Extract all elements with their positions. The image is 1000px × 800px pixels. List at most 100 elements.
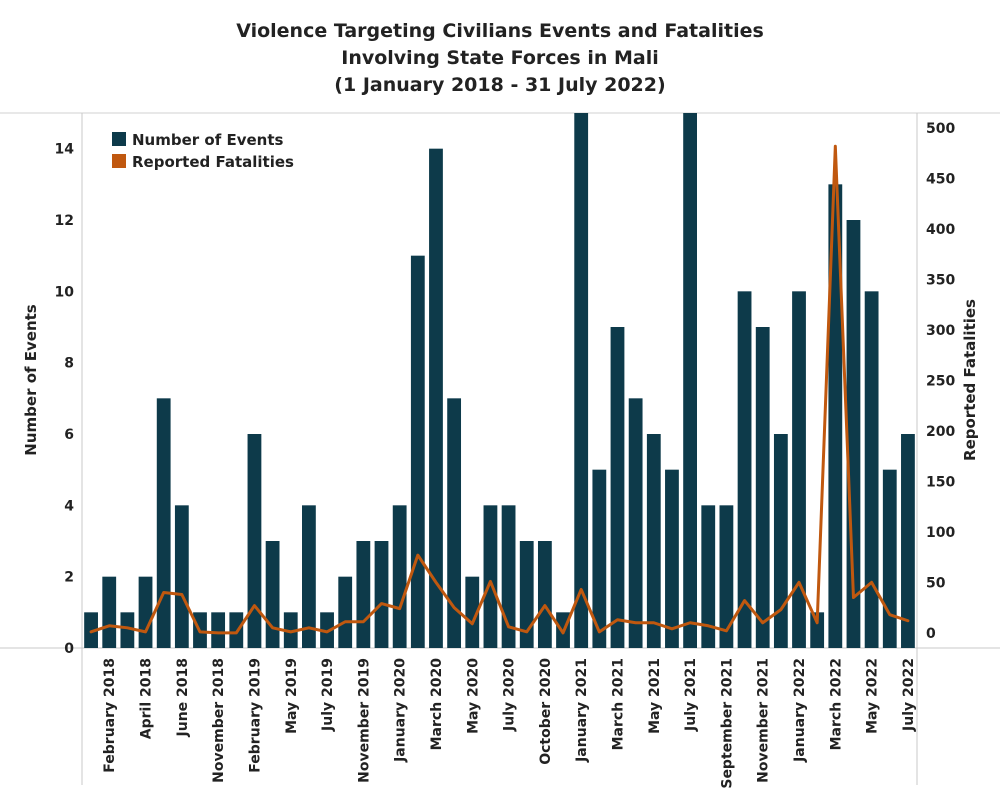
bar-events: [773, 434, 788, 648]
y2-tick-label: 100: [926, 525, 955, 541]
bar-events: [156, 398, 171, 648]
y2-axis-label: Reported Fatalities: [961, 299, 979, 461]
bar-events: [374, 541, 389, 648]
bar-events: [283, 612, 298, 648]
bar-events: [392, 505, 407, 648]
x-axis: February 2018 April 2018 June 2018 November…: [102, 658, 917, 789]
y-tick-label: 14: [55, 142, 75, 158]
line-series-fatalities: [89, 144, 910, 635]
y2-tick-label: 500: [926, 121, 955, 137]
bar-events: [592, 469, 607, 648]
bar-events: [247, 434, 262, 648]
x-tick-label: March 2020: [429, 658, 445, 751]
y-tick-label: 2: [64, 570, 74, 586]
x-tick-label: May 2022: [865, 658, 881, 734]
bar-events: [174, 505, 189, 648]
y2-tick-label: 300: [926, 323, 955, 339]
line-fatalities: [89, 144, 910, 635]
x-tick-label: October 2020: [538, 658, 554, 765]
x-tick-label: July 2019: [320, 658, 336, 732]
bar-events: [447, 398, 462, 648]
chart-title-line-2: Involving State Forces in Mali: [341, 47, 659, 69]
x-tick-label: June 2018: [175, 658, 191, 737]
y2-tick-label: 400: [926, 222, 955, 238]
bar-events: [211, 612, 226, 648]
bar-events: [410, 255, 425, 649]
y-tick-label: 0: [64, 641, 74, 657]
bar-events: [610, 327, 625, 648]
bar-events: [665, 469, 679, 648]
bar-events: [882, 469, 897, 648]
x-tick-label: May 2020: [465, 658, 481, 734]
x-tick-label: November 2019: [356, 658, 372, 783]
bar-events: [84, 612, 98, 648]
bar-events: [646, 434, 661, 648]
bar-events: [429, 148, 443, 649]
bar-events: [356, 541, 371, 648]
y2-tick-label: 350: [926, 273, 955, 289]
x-tick-label: April 2018: [139, 658, 155, 739]
bar-series-events: [84, 113, 915, 649]
bar-events: [102, 576, 117, 648]
x-tick-label: November 2021: [756, 658, 772, 783]
right-y-axis: 0 50 100 150 200 250 300 350 400 450 500: [926, 121, 955, 642]
x-tick-label: July 2022: [901, 658, 917, 732]
legend-label-events: Number of Events: [132, 131, 283, 149]
y-tick-label: 6: [64, 427, 74, 443]
bar-events: [501, 505, 516, 648]
y-tick-label: 4: [64, 498, 74, 514]
chart-title-line-1: Violence Targeting Civilians Events and …: [236, 20, 764, 42]
bar-events: [265, 541, 280, 648]
y-axis-label: Number of Events: [22, 304, 40, 455]
legend-swatch-fatalities: [112, 154, 126, 168]
bar-events: [120, 612, 135, 648]
bar-events: [755, 327, 770, 648]
x-tick-label: July 2021: [683, 658, 699, 732]
y-tick-label: 12: [55, 213, 74, 229]
left-y-axis: 0 2 4 6 8 10 12 14: [55, 142, 75, 657]
bar-events: [338, 576, 353, 648]
x-tick-label: September 2021: [719, 658, 735, 789]
bar-events: [792, 291, 806, 648]
y2-tick-label: 200: [926, 424, 955, 440]
legend-label-fatalities: Reported Fatalities: [132, 153, 294, 171]
x-tick-label: May 2021: [647, 658, 663, 734]
bar-events: [864, 291, 879, 648]
y2-tick-label: 0: [926, 626, 936, 642]
y2-tick-label: 450: [926, 172, 955, 188]
y-tick-label: 8: [64, 356, 74, 372]
x-tick-label: November 2018: [211, 658, 227, 783]
bar-events: [901, 434, 915, 648]
x-tick-label: January 2022: [792, 658, 808, 763]
y-tick-label: 10: [55, 284, 75, 300]
y2-tick-label: 250: [926, 374, 955, 390]
x-tick-label: January 2021: [574, 658, 590, 763]
bar-events: [628, 398, 643, 648]
bar-events: [737, 291, 752, 648]
bar-events: [719, 505, 734, 648]
bar-events: [138, 576, 153, 648]
chart-title-line-3: (1 January 2018 - 31 July 2022): [334, 74, 666, 96]
bar-events: [519, 541, 534, 648]
bar-events: [810, 612, 825, 648]
chart-title: Violence Targeting Civilians Events and …: [0, 18, 1000, 99]
x-tick-label: March 2022: [828, 658, 844, 750]
bar-events: [302, 505, 316, 648]
bar-events: [574, 113, 589, 648]
bar-events: [483, 505, 498, 648]
bar-events: [701, 505, 716, 648]
bar-events: [537, 541, 552, 648]
y2-tick-label: 150: [926, 474, 955, 490]
legend: Number of Events Reported Fatalities: [112, 131, 294, 171]
bar-events: [683, 113, 697, 648]
y2-tick-label: 50: [926, 575, 946, 591]
x-tick-label: May 2019: [284, 658, 300, 734]
x-tick-label: February 2018: [102, 658, 118, 773]
x-tick-label: July 2020: [502, 658, 518, 732]
x-tick-label: February 2019: [247, 658, 263, 773]
x-tick-label: March 2021: [610, 658, 626, 750]
x-tick-label: January 2020: [393, 658, 409, 763]
bar-events: [828, 184, 843, 648]
bar-events: [465, 576, 480, 648]
